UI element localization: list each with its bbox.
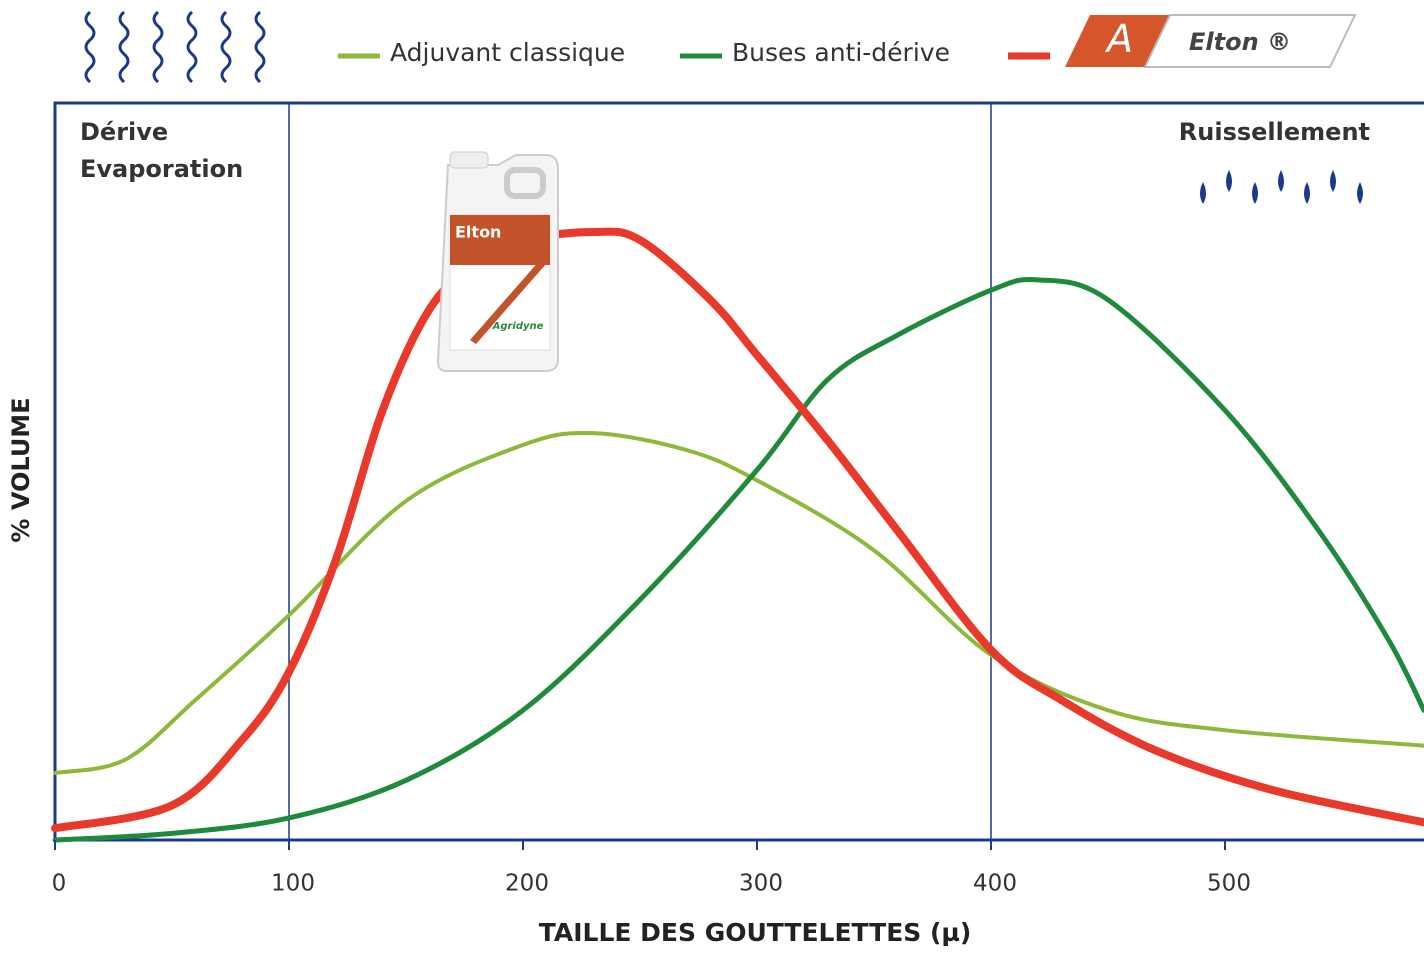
legend-label: Buses anti-dérive: [732, 38, 950, 67]
product-bottle: Elton Agridyne: [438, 152, 558, 371]
bottle-maker: Agridyne: [492, 321, 544, 332]
x-tick-label: 100: [271, 871, 315, 897]
chart: Dérive Evaporation Ruissellement TAILLE …: [0, 0, 1424, 953]
x-tick-label: 300: [739, 871, 783, 897]
zone-label: Ruissellement: [1179, 118, 1370, 146]
y-axis-title: % VOLUME: [7, 397, 35, 542]
zone-label: Evaporation: [80, 155, 243, 183]
x-tick-label: 200: [505, 871, 549, 897]
zone-label: Dérive: [80, 118, 168, 146]
x-axis-title: TAILLE DES GOUTTELETTES (µ): [539, 918, 972, 947]
x-tick-label: 400: [973, 871, 1017, 897]
logo-letter: A: [1104, 17, 1133, 61]
bottle-brand: Elton: [455, 223, 501, 242]
legend-label: Adjuvant classique: [390, 38, 625, 67]
series-line: [55, 232, 1424, 829]
x-tick-label: 500: [1207, 871, 1251, 897]
series-line: [55, 279, 1424, 840]
runoff-icon: [1200, 170, 1363, 204]
x-tick-label: 0: [52, 871, 67, 897]
evaporation-icon: [86, 12, 264, 82]
legend-label: Elton ®: [1189, 28, 1291, 56]
